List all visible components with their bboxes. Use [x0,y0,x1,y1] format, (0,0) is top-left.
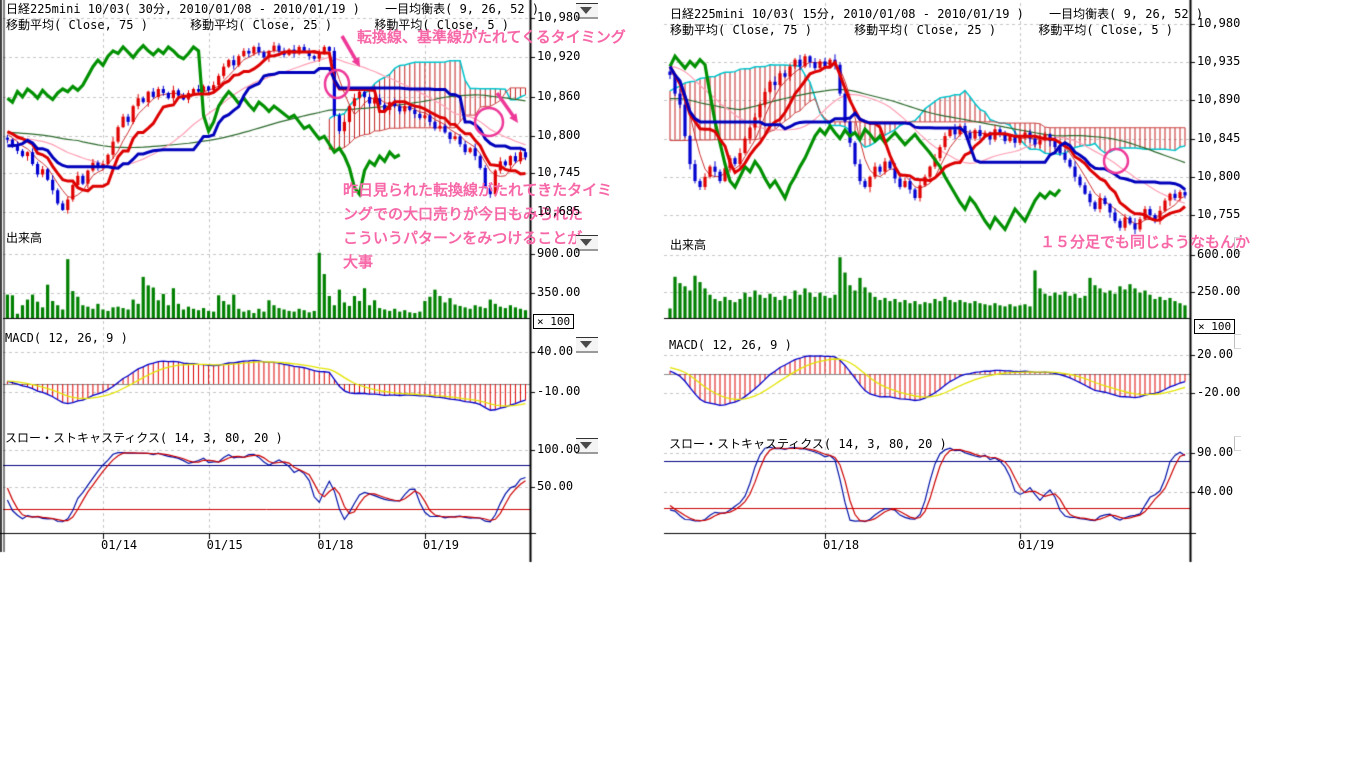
chart-title: 日経225mini 10/03( 15分, 2010/01/08 - 2010/… [670,7,1024,21]
y-axis-macd-label: 40.00 [537,344,574,358]
macd-scale-dropdown-button[interactable] [576,337,598,353]
y-axis-price-label: 10,920 [537,49,581,64]
chevron-down-icon [580,7,592,14]
y-axis-volume-label: 900.00 [537,246,581,261]
ma5-label: 移動平均( Close, 5 ) [374,18,510,32]
y-axis-price-label: 10,980 [537,10,581,24]
price-scale-dropdown-button[interactable] [576,3,598,19]
x-axis-date-label: 01/18 [317,538,354,552]
annotation-pattern-line2: ングでの大口売りが今日もみられた [343,205,584,223]
ma25-label: 移動平均( Close, 25 ) [190,18,333,32]
y-axis-price-label: 10,800 [1197,168,1241,183]
y-axis-stoch-label: 90.00 [1197,445,1234,459]
y-axis-macd-label: -10.00 [537,384,581,398]
stoch-section-label: スロー・ストキャスティクス( 14, 3, 80, 20 ) [5,431,283,445]
chart-title: 日経225mini 10/03( 30分, 2010/01/08 - 2010/… [6,2,360,16]
y-axis-stoch-label: 40.00 [1197,484,1234,498]
ichimoku-label: 一目均衡表( 9, 26, 52 ) [385,2,540,16]
ma75-label: 移動平均( Close, 75 ) [670,23,812,37]
macd-section-label: MACD( 12, 26, 9 ) [669,338,792,352]
stoch-section-label: スロー・ストキャスティクス( 14, 3, 80, 20 ) [669,437,947,451]
y-axis-price-label: 10,860 [537,88,581,103]
stoch-scale-dropdown-button-faded[interactable] [1234,436,1241,451]
annotation-timing-note: 転換線、基準線がたれてくるタイミング [357,28,626,46]
annotation-pattern-line1: 昨日見られた転換線がたれてきたタイミ [343,181,613,199]
x-axis-date-label: 01/15 [206,538,243,552]
chevron-down-icon [580,442,592,449]
volume-scale-dropdown-button-faded[interactable] [1234,237,1241,252]
volume-multiplier-box: × 100 [533,314,575,329]
x-axis-date-label: 01/14 [100,538,138,552]
annotation-pattern-line4: 大事 [343,253,374,271]
y-axis-price-label: 10,800 [537,128,581,143]
y-axis-stoch-label: 50.00 [537,479,574,493]
volume-multiplier-box: × 100 [1194,319,1236,334]
y-axis-macd-label: -20.00 [1197,385,1241,399]
macd-section-label: MACD( 12, 26, 9 ) [5,331,128,345]
x-axis-date-label: 01/19 [1018,538,1055,552]
volume-scale-dropdown-button[interactable] [576,235,598,251]
volume-section-label: 出来高 [670,238,707,252]
y-axis-macd-label: 20.00 [1197,347,1234,361]
x-axis-date-label: 01/18 [823,538,860,552]
y-axis-price-label: 10,755 [1197,207,1241,221]
left-chart-header: 日経225mini 10/03( 30分, 2010/01/08 - 2010/… [6,1,539,33]
x-axis-date-label: 01/19 [422,538,459,552]
ma25-label: 移動平均( Close, 25 ) [854,23,997,37]
annotation-15min-note: １５分足でも同じようなもんか [1040,233,1251,251]
stoch-scale-dropdown-button[interactable] [576,438,598,454]
ma5-label: 移動平均( Close, 5 ) [1038,23,1174,37]
y-axis-price-label: 10,935 [1197,54,1241,69]
y-axis-price-label: 10,685 [537,203,581,218]
y-axis-price-label: 10,890 [1197,92,1241,107]
y-axis-stoch-label: 100.00 [537,442,581,456]
y-axis-volume-label: 350.00 [537,285,581,300]
ichimoku-label: 一目均衡表( 9, 26, 52 ) [1049,7,1204,21]
y-axis-volume-label: 250.00 [1197,283,1241,298]
y-axis-volume-label: 600.00 [1197,246,1241,261]
y-axis-price-label: 10,845 [1197,130,1241,145]
y-axis-price-label: 10,980 [1197,16,1241,30]
macd-scale-dropdown-button-faded[interactable] [1234,334,1241,349]
chevron-down-icon [580,341,592,348]
ma75-label: 移動平均( Close, 75 ) [6,18,148,32]
volume-section-label: 出来高 [6,231,43,245]
right-chart-header: 日経225mini 10/03( 15分, 2010/01/08 - 2010/… [670,6,1203,38]
chevron-down-icon [580,239,592,246]
annotation-pattern-line3: こういうパターンをみつけることが [343,229,583,247]
y-axis-price-label: 10,745 [537,164,581,179]
